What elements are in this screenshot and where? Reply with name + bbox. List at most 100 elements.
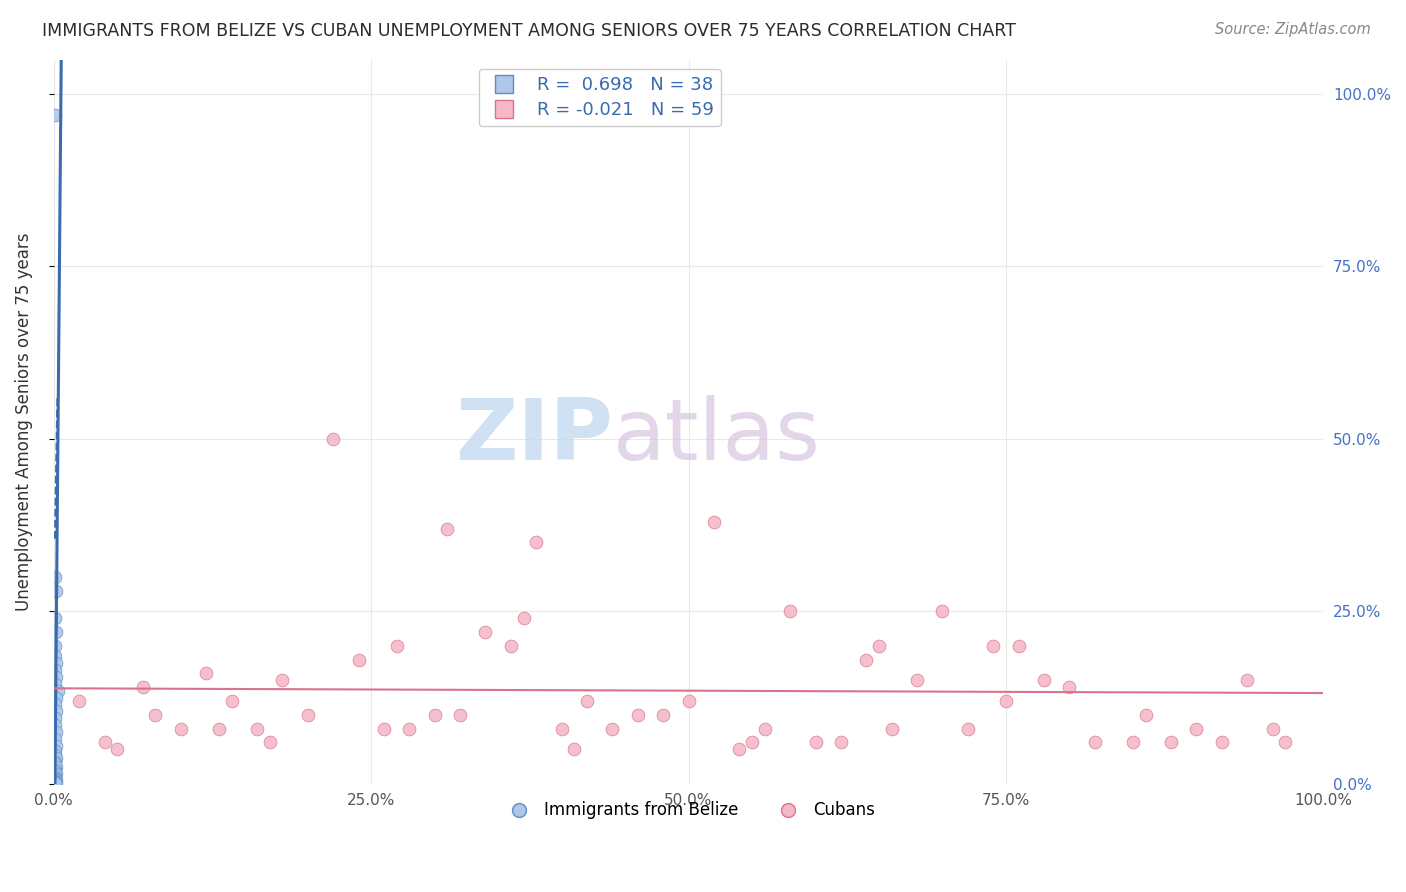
Point	[1007, 639, 1029, 653]
Point	[741, 735, 763, 749]
Point	[347, 652, 370, 666]
Point	[1185, 722, 1208, 736]
Point	[436, 522, 458, 536]
Point	[45, 656, 67, 670]
Point	[1033, 673, 1056, 688]
Point	[575, 694, 598, 708]
Point	[208, 722, 231, 736]
Point	[1160, 735, 1182, 749]
Point	[956, 722, 979, 736]
Point	[44, 677, 66, 691]
Point	[1122, 735, 1144, 749]
Point	[44, 611, 66, 625]
Point	[855, 652, 877, 666]
Point	[981, 639, 1004, 653]
Point	[44, 747, 66, 762]
Text: Source: ZipAtlas.com: Source: ZipAtlas.com	[1215, 22, 1371, 37]
Point	[44, 774, 66, 789]
Point	[45, 776, 67, 790]
Point	[804, 735, 827, 749]
Point	[602, 722, 624, 736]
Point	[45, 704, 67, 718]
Point	[905, 673, 928, 688]
Point	[45, 583, 67, 598]
Point	[105, 742, 128, 756]
Point	[44, 775, 66, 789]
Point	[868, 639, 890, 653]
Point	[44, 769, 66, 783]
Point	[44, 649, 66, 664]
Point	[1236, 673, 1258, 688]
Point	[45, 750, 67, 764]
Point	[44, 772, 66, 786]
Y-axis label: Unemployment Among Seniors over 75 years: Unemployment Among Seniors over 75 years	[15, 233, 32, 611]
Point	[1261, 722, 1284, 736]
Point	[44, 771, 66, 785]
Point	[170, 722, 193, 736]
Point	[45, 625, 67, 640]
Point	[385, 639, 408, 653]
Point	[524, 535, 547, 549]
Point	[44, 698, 66, 712]
Point	[44, 774, 66, 789]
Point	[44, 570, 66, 584]
Point	[246, 722, 269, 736]
Point	[44, 757, 66, 772]
Point	[44, 711, 66, 725]
Point	[44, 108, 66, 122]
Point	[259, 735, 281, 749]
Point	[67, 694, 90, 708]
Point	[499, 639, 522, 653]
Point	[779, 604, 801, 618]
Point	[145, 707, 167, 722]
Point	[45, 725, 67, 739]
Point	[1274, 735, 1296, 749]
Point	[931, 604, 953, 618]
Point	[45, 773, 67, 788]
Point	[474, 625, 496, 640]
Point	[44, 744, 66, 758]
Point	[45, 690, 67, 705]
Point	[45, 670, 67, 684]
Point	[449, 707, 471, 722]
Text: atlas: atlas	[613, 394, 820, 477]
Point	[1084, 735, 1107, 749]
Point	[44, 718, 66, 732]
Point	[271, 673, 294, 688]
Point	[131, 680, 153, 694]
Point	[562, 742, 585, 756]
Point	[880, 722, 903, 736]
Point	[44, 731, 66, 746]
Point	[550, 722, 572, 736]
Point	[373, 722, 395, 736]
Point	[44, 776, 66, 790]
Point	[728, 742, 751, 756]
Point	[44, 663, 66, 677]
Legend: Immigrants from Belize, Cubans: Immigrants from Belize, Cubans	[495, 795, 882, 826]
Point	[994, 694, 1017, 708]
Point	[830, 735, 852, 749]
Point	[423, 707, 446, 722]
Point	[1135, 707, 1157, 722]
Point	[46, 683, 69, 698]
Point	[754, 722, 776, 736]
Text: ZIP: ZIP	[454, 394, 613, 477]
Point	[652, 707, 675, 722]
Point	[44, 639, 66, 653]
Point	[398, 722, 420, 736]
Point	[1211, 735, 1233, 749]
Point	[195, 666, 218, 681]
Text: IMMIGRANTS FROM BELIZE VS CUBAN UNEMPLOYMENT AMONG SENIORS OVER 75 YEARS CORRELA: IMMIGRANTS FROM BELIZE VS CUBAN UNEMPLOY…	[42, 22, 1017, 40]
Point	[703, 515, 725, 529]
Point	[45, 739, 67, 753]
Point	[45, 760, 67, 774]
Point	[1059, 680, 1081, 694]
Point	[93, 735, 115, 749]
Point	[322, 432, 344, 446]
Point	[44, 764, 66, 779]
Point	[44, 755, 66, 769]
Point	[678, 694, 700, 708]
Point	[221, 694, 243, 708]
Point	[627, 707, 650, 722]
Point	[44, 763, 66, 777]
